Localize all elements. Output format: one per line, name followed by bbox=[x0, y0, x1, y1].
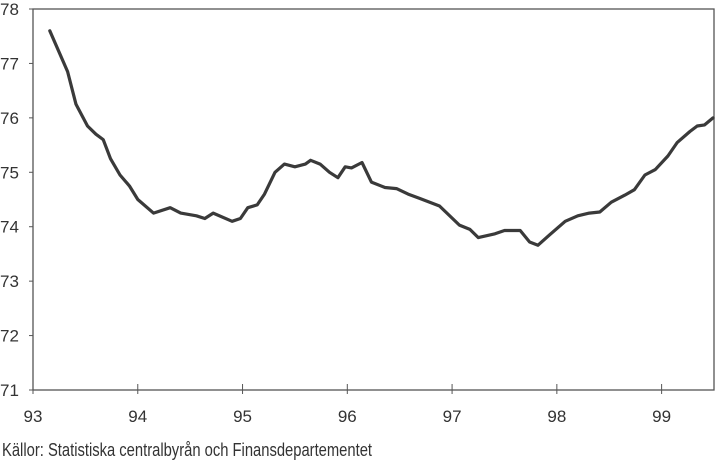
source-note: Källor: Statistiska centralbyrån och Fin… bbox=[2, 440, 373, 460]
y-tick-label: 72 bbox=[0, 327, 19, 346]
x-tick-label: 96 bbox=[338, 407, 357, 426]
plot-border bbox=[32, 8, 715, 391]
y-tick-label: 73 bbox=[0, 272, 19, 291]
x-tick-label: 99 bbox=[652, 407, 671, 426]
x-tick-label: 95 bbox=[233, 407, 252, 426]
series-lines bbox=[48, 29, 715, 247]
y-tick-label: 75 bbox=[0, 163, 19, 182]
series-line bbox=[48, 29, 715, 247]
y-tick-label: 74 bbox=[0, 218, 19, 237]
plot-frame bbox=[32, 8, 715, 391]
line-chart: 71 72 73 74 75 76 77 78 93 94 95 96 97 98 99 bbox=[0, 0, 715, 426]
y-tick-label: 71 bbox=[0, 381, 19, 400]
y-tick-label: 77 bbox=[0, 54, 19, 73]
x-tick-label: 94 bbox=[128, 407, 147, 426]
x-tick-label: 93 bbox=[24, 407, 43, 426]
x-tick-label: 98 bbox=[547, 407, 566, 426]
y-tick-label: 78 bbox=[0, 0, 19, 19]
y-axis: 71 72 73 74 75 76 77 78 bbox=[0, 0, 33, 400]
x-axis: 93 94 95 96 97 98 99 bbox=[24, 384, 671, 426]
x-tick-label: 97 bbox=[443, 407, 462, 426]
y-tick-label: 76 bbox=[0, 109, 19, 128]
